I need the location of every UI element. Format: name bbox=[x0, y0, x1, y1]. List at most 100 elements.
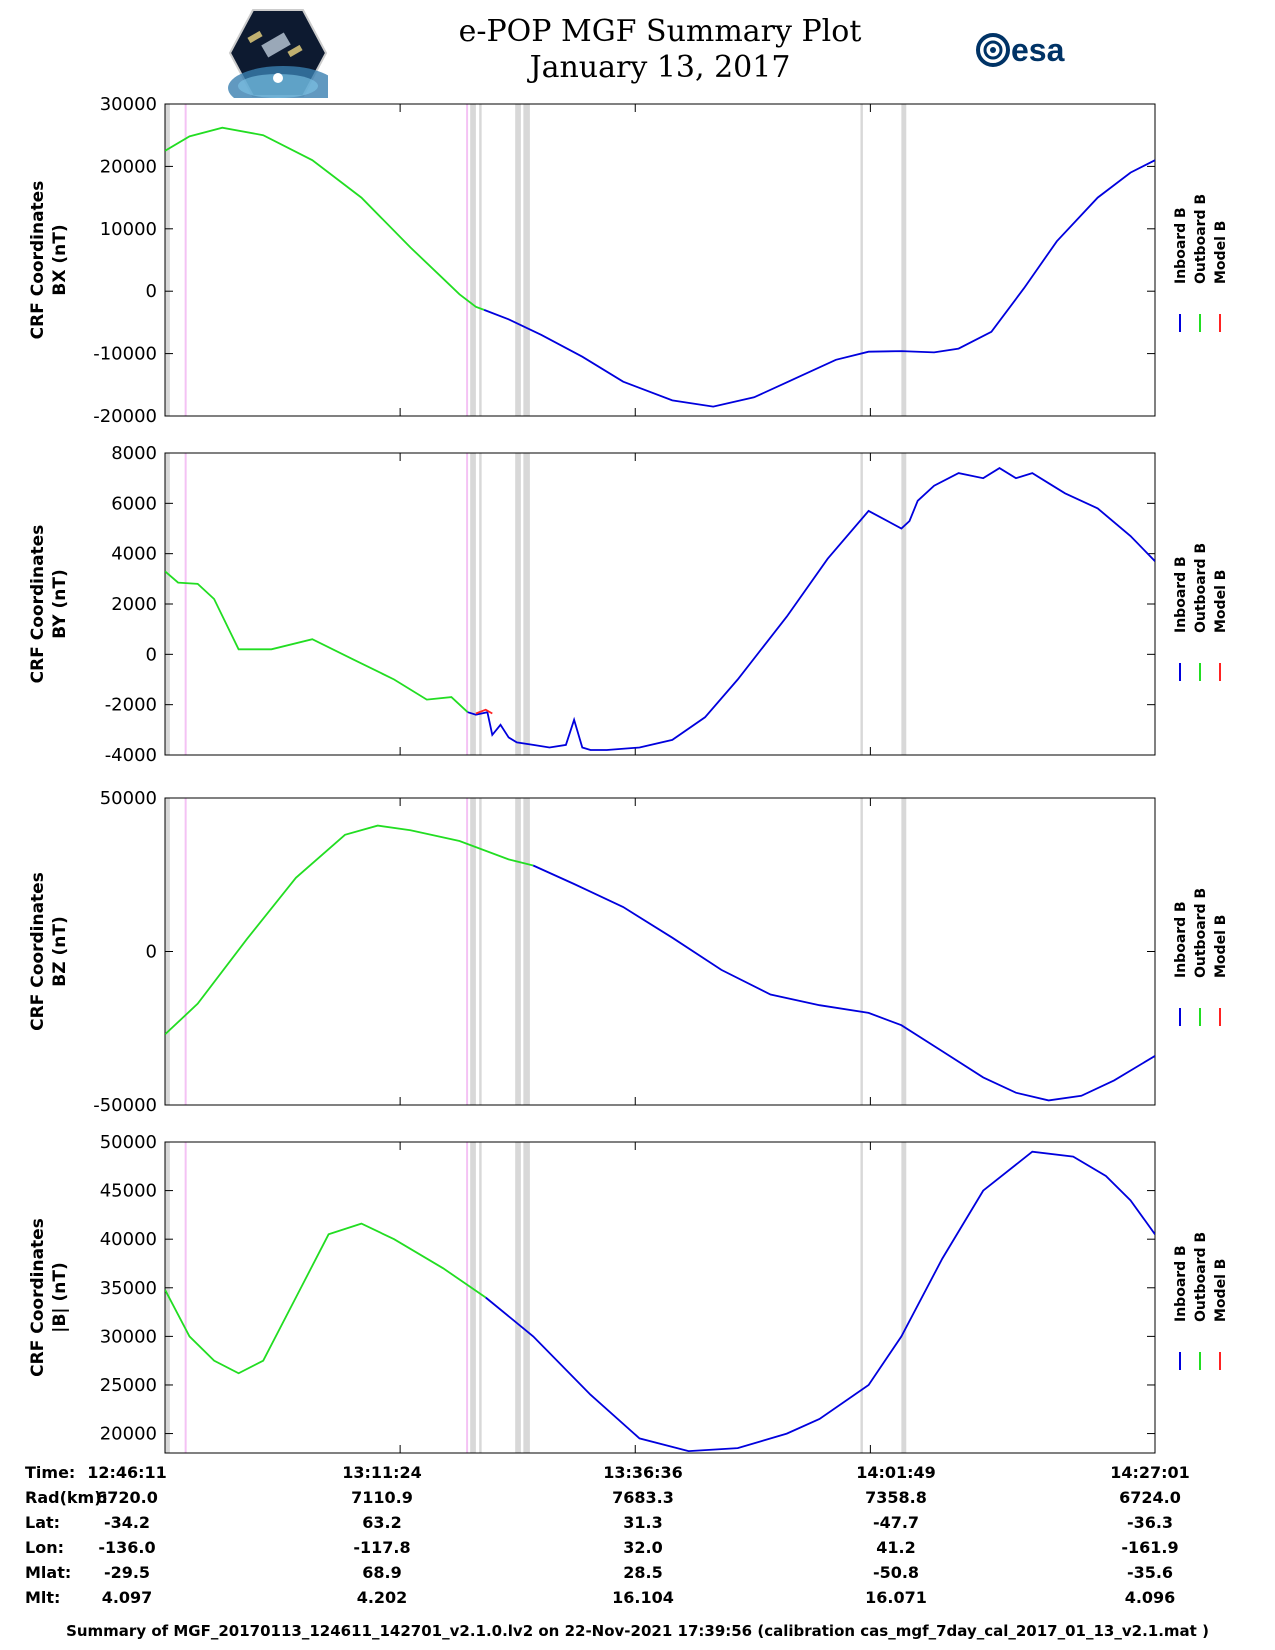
info-cell: 4.096 bbox=[1124, 1588, 1176, 1607]
data-gap-shade bbox=[184, 798, 187, 1105]
y-tick-label: 35000 bbox=[100, 1278, 157, 1299]
info-cell: 6724.0 bbox=[1119, 1488, 1181, 1507]
legend-label: Inboard B bbox=[1173, 1245, 1189, 1322]
legend-label: Inboard B bbox=[1173, 556, 1189, 633]
esa-logo-text: esa bbox=[1011, 32, 1065, 68]
series-line-outboard-b bbox=[165, 1222, 487, 1375]
data-gap-shade bbox=[860, 104, 863, 416]
axes-frame bbox=[164, 1141, 1156, 1454]
axes-frame bbox=[164, 797, 1156, 1106]
y-tick-label: 6000 bbox=[111, 493, 157, 514]
series-line-model-b bbox=[475, 708, 493, 715]
data-gap-shade bbox=[470, 453, 476, 755]
info-cell: 28.5 bbox=[623, 1563, 663, 1582]
y-axis-label: CRF Coordinates bbox=[28, 1218, 48, 1377]
data-gap-shade bbox=[466, 798, 469, 1105]
y-axis-label: BY (nT) bbox=[50, 569, 70, 639]
info-cell: 16.104 bbox=[612, 1588, 674, 1607]
info-cell: 7358.8 bbox=[865, 1488, 927, 1507]
legend-label: Outboard B bbox=[1193, 194, 1209, 284]
plot-date: January 13, 2017 bbox=[529, 50, 791, 85]
data-gap-shade bbox=[515, 104, 521, 416]
y-tick-label: -20000 bbox=[93, 406, 157, 427]
legend-label: Inboard B bbox=[1173, 901, 1189, 978]
footer-summary: Summary of MGF_20170113_124611_142701_v2… bbox=[66, 1622, 1209, 1640]
data-gap-shade bbox=[466, 1142, 469, 1453]
info-cell: -35.6 bbox=[1126, 1563, 1174, 1582]
y-tick-label: 25000 bbox=[100, 1375, 157, 1396]
info-cell: 31.3 bbox=[623, 1513, 663, 1532]
data-gap-shade bbox=[479, 104, 482, 416]
info-cell: 4.202 bbox=[356, 1588, 408, 1607]
info-cell: -50.8 bbox=[872, 1563, 920, 1582]
y-tick-label: 0 bbox=[146, 644, 157, 665]
data-gap-shade bbox=[901, 104, 907, 416]
info-cell: 63.2 bbox=[362, 1513, 402, 1532]
y-tick-label: 20000 bbox=[100, 156, 157, 177]
series-line-outboard-b bbox=[165, 824, 534, 1036]
info-cell: -34.2 bbox=[103, 1513, 151, 1532]
data-gap-shade bbox=[470, 798, 476, 1105]
chart-panel-4: 20000 25000 30000 35000 40000 45000 50000 CRF C… bbox=[28, 1132, 1229, 1454]
y-axis-label: BX (nT) bbox=[50, 224, 70, 295]
info-row-label: Lat: bbox=[25, 1513, 61, 1532]
data-gap-shade bbox=[901, 798, 907, 1105]
y-axis-label: BZ (nT) bbox=[50, 916, 70, 986]
data-gap-shade bbox=[479, 453, 482, 755]
y-tick-label: 8000 bbox=[111, 443, 157, 464]
title-block: e-POP MGF Summary Plot January 13, 2017 bbox=[380, 14, 940, 86]
data-gap-shade bbox=[901, 1142, 907, 1453]
y-tick-label: 30000 bbox=[100, 94, 157, 115]
legend-label: Model B bbox=[1213, 1259, 1229, 1322]
legend-label: Outboard B bbox=[1193, 543, 1209, 633]
axes-frame bbox=[164, 452, 1156, 756]
info-cell: 7683.3 bbox=[612, 1488, 674, 1507]
info-row-label: Mlt: bbox=[25, 1588, 61, 1607]
series-line-inboard-b bbox=[483, 159, 1155, 408]
axes-frame bbox=[164, 103, 1156, 417]
info-cell: -29.5 bbox=[103, 1563, 151, 1582]
series-line-inboard-b bbox=[485, 1150, 1155, 1453]
info-cell: 32.0 bbox=[623, 1538, 663, 1557]
info-cell: -161.9 bbox=[1121, 1538, 1179, 1557]
plot-title: e-POP MGF Summary Plot bbox=[458, 14, 862, 49]
info-cell: 16.071 bbox=[865, 1588, 927, 1607]
data-gap-shade bbox=[515, 798, 521, 1105]
data-gap-shade bbox=[515, 453, 521, 755]
info-cell: -136.0 bbox=[98, 1538, 156, 1557]
y-tick-label: 4000 bbox=[111, 544, 157, 565]
info-row-label: Rad(km): bbox=[25, 1488, 108, 1507]
y-tick-label: 30000 bbox=[100, 1326, 157, 1347]
info-cell: 13:36:36 bbox=[603, 1463, 683, 1482]
y-tick-label: 40000 bbox=[100, 1229, 157, 1250]
y-axis-label: CRF Coordinates bbox=[28, 525, 48, 684]
chart-panel-1: -20000 -10000 0 10000 20000 30000 CRF Coordina… bbox=[28, 94, 1229, 427]
info-cell: 41.2 bbox=[876, 1538, 916, 1557]
legend-label: Model B bbox=[1213, 915, 1229, 978]
y-tick-label: -4000 bbox=[105, 745, 157, 766]
info-cell: 4.097 bbox=[101, 1588, 153, 1607]
y-tick-label: -10000 bbox=[93, 344, 157, 365]
data-gap-shade bbox=[523, 453, 530, 755]
series-line-inboard-b bbox=[467, 467, 1155, 751]
cassiope-satellite-logo-icon bbox=[228, 8, 338, 110]
y-tick-label: 20000 bbox=[100, 1424, 157, 1445]
y-axis-label: |B| (nT) bbox=[50, 1262, 70, 1333]
data-gap-shade bbox=[470, 104, 476, 416]
y-tick-label: 50000 bbox=[100, 1132, 157, 1153]
legend-label: Model B bbox=[1213, 570, 1229, 633]
legend-label: Model B bbox=[1213, 221, 1229, 284]
data-gap-shade bbox=[479, 798, 482, 1105]
legend-label: Inboard B bbox=[1173, 207, 1189, 284]
y-tick-label: 50000 bbox=[100, 788, 157, 809]
data-gap-shade bbox=[470, 1142, 476, 1453]
data-gap-shade bbox=[860, 453, 863, 755]
data-gap-shade bbox=[184, 1142, 187, 1453]
info-row-label: Mlat: bbox=[25, 1563, 72, 1582]
info-cell: 13:11:24 bbox=[342, 1463, 422, 1482]
info-cell: -47.7 bbox=[872, 1513, 920, 1532]
info-cell: 68.9 bbox=[362, 1563, 402, 1582]
chart-panel-2: -4000 -2000 0 2000 4000 6000 8000 CRF Coordinat… bbox=[28, 443, 1229, 766]
data-gap-shade bbox=[523, 798, 530, 1105]
